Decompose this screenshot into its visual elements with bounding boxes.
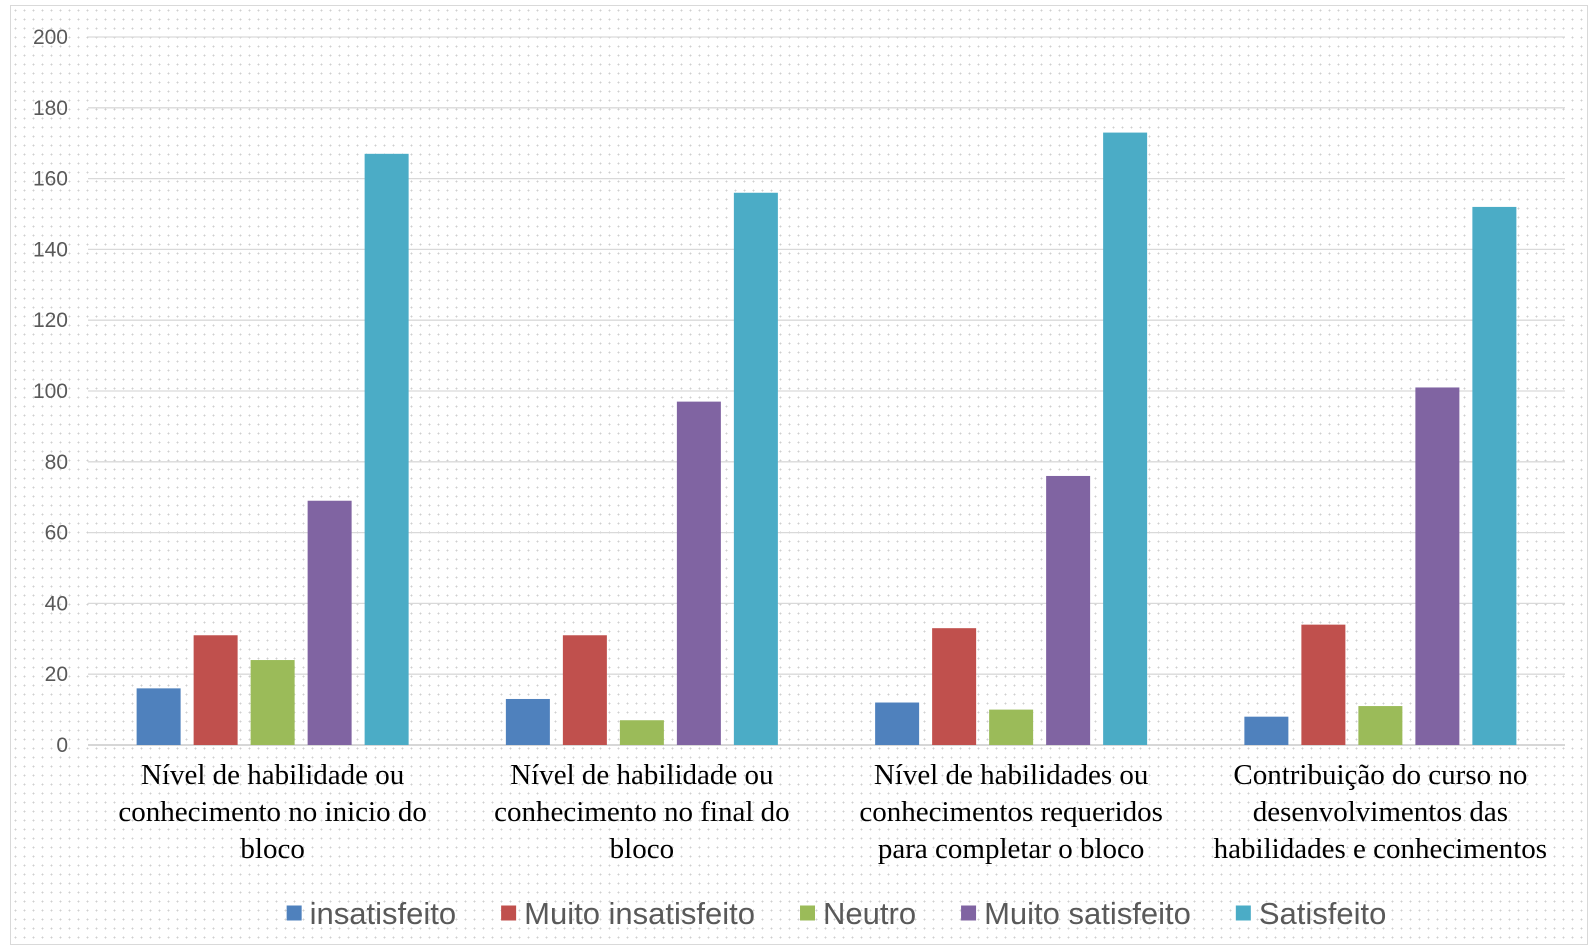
x-category-label-line: bloco bbox=[240, 833, 304, 865]
bar-muito-insatisfeito-1 bbox=[193, 635, 238, 745]
bar-insatisfeito-2 bbox=[505, 698, 550, 745]
bar-satisfeito-1 bbox=[364, 153, 409, 745]
bar-insatisfeito-1 bbox=[136, 688, 181, 745]
x-category-label-line: conhecimento no inicio do bbox=[118, 796, 426, 828]
y-tick-label: 120 bbox=[33, 309, 68, 332]
bar-neutro-1 bbox=[250, 660, 295, 745]
bar-muito-satisfeito-2 bbox=[676, 401, 721, 745]
x-category-label-line: Contribuição do curso no bbox=[1233, 759, 1527, 791]
x-category-label-line: conhecimentos requeridos bbox=[859, 796, 1163, 828]
legend-label: Satisfeito bbox=[1259, 896, 1387, 931]
legend: insatisfeito Muito insatisfeito Neutro Muit… bbox=[286, 896, 1387, 931]
legend-label: insatisfeito bbox=[310, 896, 456, 931]
y-tick-label: 200 bbox=[33, 26, 68, 49]
y-tick-label: 80 bbox=[45, 451, 68, 474]
bar-muito-satisfeito-1 bbox=[307, 500, 352, 745]
legend-label: Neutro bbox=[823, 896, 916, 931]
y-tick-label: 60 bbox=[45, 522, 68, 545]
x-category-label-line: Nível de habilidade ou bbox=[510, 759, 773, 791]
bar-muito-insatisfeito-2 bbox=[562, 635, 607, 745]
legend-swatch-muito-satisfeito bbox=[961, 905, 977, 921]
bar-insatisfeito-4 bbox=[1244, 716, 1289, 745]
x-category-label-line: bloco bbox=[610, 833, 674, 865]
bar-muito-satisfeito-3 bbox=[1046, 475, 1091, 745]
x-category-label-line: desenvolvimentos das bbox=[1253, 796, 1508, 828]
y-tick-label: 180 bbox=[33, 97, 68, 120]
bar-satisfeito-2 bbox=[733, 192, 778, 745]
y-tick-label: 100 bbox=[33, 380, 68, 403]
legend-swatch-insatisfeito bbox=[286, 905, 302, 921]
x-category-label: Nível de habilidades ou conhecimentos req… bbox=[859, 759, 1163, 865]
y-tick-label: 0 bbox=[56, 734, 68, 757]
legend-swatch-muito-insatisfeito bbox=[501, 905, 517, 921]
legend-label: Muito insatisfeito bbox=[524, 896, 755, 931]
x-category-label-line: habilidades e conhecimentos bbox=[1214, 833, 1547, 865]
x-category-label-line: conhecimento no final do bbox=[494, 796, 790, 828]
legend-swatch-satisfeito bbox=[1235, 905, 1251, 921]
bar-neutro-4 bbox=[1358, 706, 1403, 745]
y-tick-label: 20 bbox=[45, 663, 68, 686]
chart-area bbox=[10, 5, 1588, 945]
bar-insatisfeito-3 bbox=[875, 702, 920, 745]
x-category-label: Contribuição do curso no desenvolvimentos… bbox=[1214, 759, 1547, 865]
bar-neutro-2 bbox=[619, 720, 664, 745]
x-category-label: Nível de habilidade ou conhecimento no in… bbox=[118, 759, 426, 865]
bar-satisfeito-4 bbox=[1472, 206, 1517, 746]
x-category-label-line: Nível de habilidades ou bbox=[874, 759, 1149, 791]
bar-muito-satisfeito-4 bbox=[1415, 387, 1460, 745]
bar-neutro-3 bbox=[989, 709, 1034, 745]
bar-muito-insatisfeito-3 bbox=[932, 628, 977, 745]
x-category-label-line: para completar o bloco bbox=[878, 833, 1145, 865]
y-tick-label: 40 bbox=[45, 592, 68, 615]
legend-label: Muito satisfeito bbox=[984, 896, 1191, 931]
bar-satisfeito-3 bbox=[1103, 132, 1148, 745]
x-category-label-line: Nível de habilidade ou bbox=[141, 759, 404, 791]
legend-swatch-neutro bbox=[800, 905, 816, 921]
bar-muito-insatisfeito-4 bbox=[1301, 624, 1346, 745]
y-tick-label: 140 bbox=[33, 238, 68, 261]
x-category-label: Nível de habilidade ou conhecimento no fi… bbox=[494, 759, 790, 865]
y-tick-label: 160 bbox=[33, 168, 68, 191]
